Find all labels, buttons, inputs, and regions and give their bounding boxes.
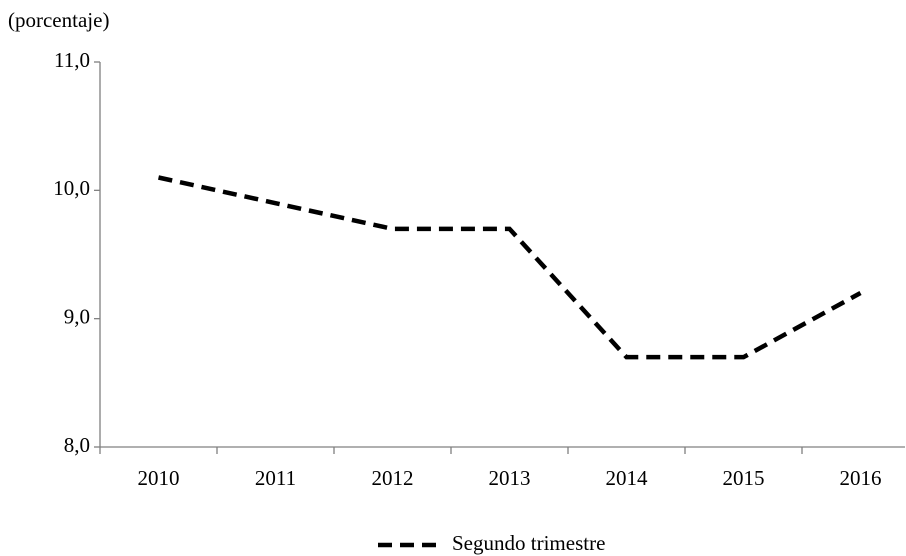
x-tick-label: 2015: [723, 466, 765, 490]
series-line: [158, 175, 862, 360]
y-axis-label: (porcentaje): [8, 8, 109, 32]
legend-label: Segundo trimestre: [452, 531, 605, 555]
x-tick-label: 2013: [489, 466, 531, 490]
y-tick-label: 10,0: [53, 176, 90, 200]
x-tick-label: 2016: [840, 466, 882, 490]
y-tick-label: 8,0: [64, 433, 90, 457]
y-tick-label: 9,0: [64, 304, 90, 328]
x-tick-label: 2014: [606, 466, 649, 490]
x-tick-label: 2011: [255, 466, 296, 490]
x-tick-label: 2012: [372, 466, 414, 490]
x-tick-label: 2010: [138, 466, 180, 490]
y-tick-label: 11,0: [54, 48, 90, 72]
